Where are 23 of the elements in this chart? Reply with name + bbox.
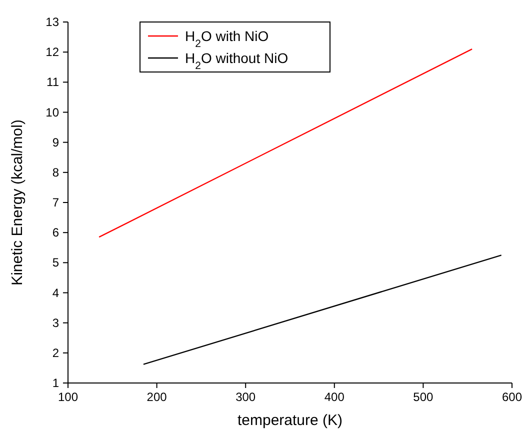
x-tick-label: 200 — [146, 390, 168, 404]
y-tick-label: 12 — [46, 45, 60, 60]
x-axis-title: temperature (K) — [237, 412, 343, 429]
y-axis-title: Kinetic Energy (kcal/mol) — [9, 120, 26, 286]
legend-label: H$_{2}$O without NiO — [185, 50, 288, 72]
y-tick-label: 6 — [52, 226, 60, 240]
x-tick-label: 100 — [58, 390, 78, 404]
legend-label: H$_{2}$O with NiO — [185, 28, 269, 50]
y-tick-label: 3 — [52, 316, 60, 330]
x-tick-label: 500 — [413, 390, 434, 404]
x-tick-label: 300 — [236, 390, 256, 404]
y-tick-label: 1 — [52, 376, 60, 390]
y-tick-label: 10 — [46, 105, 60, 120]
x-tick-label: 400 — [324, 390, 345, 404]
y-tick-label: 7 — [52, 196, 60, 210]
x-tick-label: 600 — [502, 390, 522, 404]
y-tick-label: 13 — [46, 15, 60, 29]
y-tick-label: 8 — [52, 165, 60, 180]
y-tick-label: 5 — [52, 256, 60, 270]
y-tick-label: 2 — [52, 346, 60, 360]
y-tick-label: 9 — [52, 135, 60, 150]
y-tick-label: 11 — [46, 75, 60, 90]
y-tick-label: 4 — [52, 286, 60, 300]
